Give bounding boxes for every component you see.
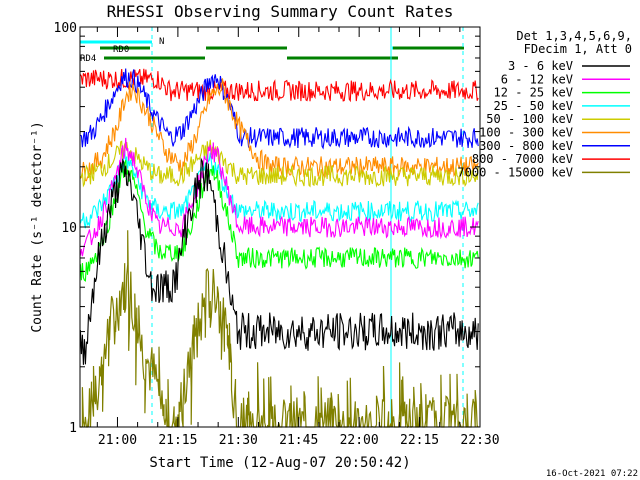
y-axis-label: Count Rate (s⁻¹ detector⁻¹)	[30, 121, 45, 332]
legend-header-line-2: FDecim 1, Att 0	[524, 42, 632, 56]
legend-label-0: 3 - 6 keV	[508, 59, 573, 73]
flag-label-rd0: RD0	[113, 45, 129, 55]
axes: 1 10 100 21:00 21:15 21:30 21:45 22:00 22:15 22:3…	[54, 21, 500, 448]
footer-date: 16-Oct-2021 07:22	[546, 469, 638, 479]
x-tick-label-0: 21:00	[98, 433, 137, 448]
y-tick-label-1: 10	[61, 221, 77, 236]
x-tick-label-4: 22:00	[340, 433, 379, 448]
series-line-2	[79, 160, 479, 282]
x-tick-label-1: 21:15	[158, 433, 197, 448]
chart-title: RHESSI Observing Summary Count Rates	[107, 2, 454, 21]
x-tick-label-2: 21:30	[219, 433, 258, 448]
legend-label-3: 25 - 50 keV	[494, 99, 573, 113]
legend-label-4: 50 - 100 keV	[486, 112, 573, 126]
flag-label-rd4: RD4	[80, 54, 96, 64]
legend-label-5: 100 - 300 keV	[479, 126, 573, 140]
legend-label-7: 800 - 7000 keV	[472, 152, 573, 166]
y-tick-label-2: 100	[54, 21, 77, 36]
series-line-0	[79, 157, 479, 365]
legend-label-8: 7000 - 15000 keV	[457, 165, 573, 179]
legend-label-6: 300 - 800 keV	[479, 139, 573, 153]
flag-label-n: N	[159, 37, 164, 47]
x-axis-label: Start Time (12-Aug-07 20:50:42)	[149, 455, 410, 471]
x-tick-label-6: 22:30	[460, 433, 499, 448]
plot-area: N RD0 RD4	[79, 27, 479, 429]
legend-header-line-1: Det 1,3,4,5,6,9,	[516, 29, 632, 43]
legend-label-1: 6 - 12 keV	[501, 72, 573, 86]
series-line-7	[79, 68, 479, 103]
x-tick-label-5: 22:15	[400, 433, 439, 448]
legend-label-2: 12 - 25 keV	[494, 86, 573, 100]
series-line-6	[80, 68, 479, 150]
series-line-4	[79, 139, 479, 188]
x-tick-label-3: 21:45	[279, 433, 318, 448]
series-line-3	[79, 151, 479, 229]
y-tick-label-0: 1	[69, 421, 77, 436]
series-line-1	[79, 137, 479, 257]
